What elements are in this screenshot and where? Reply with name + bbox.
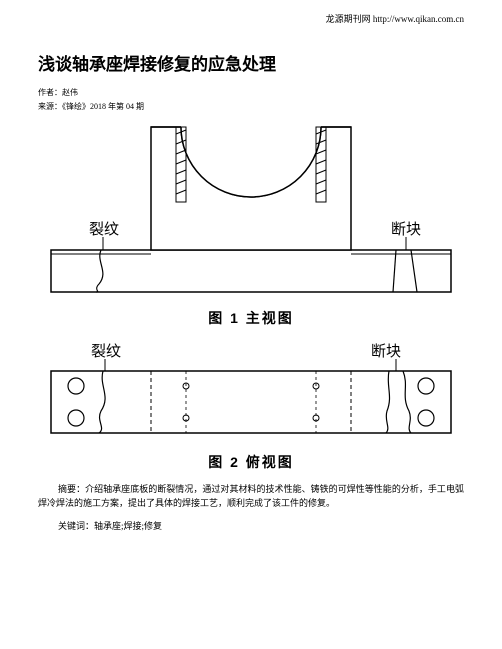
- keywords: 关键词：轴承座;焊接;修复: [38, 519, 464, 532]
- fig2-label-left: 裂纹: [91, 343, 121, 360]
- author-line: 作者：赵伟: [38, 87, 464, 98]
- article-title: 浅谈轴承座焊接修复的应急处理: [38, 50, 464, 75]
- fig1-label-right: 断块: [391, 221, 421, 238]
- keywords-text: 轴承座;焊接;修复: [94, 521, 162, 531]
- figure-2-svg: 裂纹 断块: [41, 336, 461, 446]
- fig2-label-right: 断块: [371, 343, 401, 360]
- fig1-label-left: 裂纹: [89, 221, 119, 238]
- figure-1-svg: 裂纹 断块: [41, 122, 461, 302]
- site-header-link: 龙源期刊网 http://www.qikan.com.cn: [326, 12, 464, 25]
- figure-2: 裂纹 断块 图 2 俯视图: [38, 336, 464, 472]
- abstract-label: 摘要：: [58, 484, 85, 494]
- source-line: 来源：《锋绘》2018 年第 04 期: [38, 101, 464, 112]
- figure-1: 裂纹 断块 图 1 主视图: [38, 122, 464, 328]
- abstract: 摘要：介绍轴承座底板的断裂情况，通过对其材料的技术性能、铸铁的可焊性等性能的分析…: [38, 482, 464, 511]
- figure-2-caption: 图 2 俯视图: [38, 452, 464, 472]
- figure-1-caption: 图 1 主视图: [38, 308, 464, 328]
- keywords-label: 关键词：: [58, 521, 94, 531]
- abstract-text: 介绍轴承座底板的断裂情况，通过对其材料的技术性能、铸铁的可焊性等性能的分析，手工…: [38, 484, 464, 508]
